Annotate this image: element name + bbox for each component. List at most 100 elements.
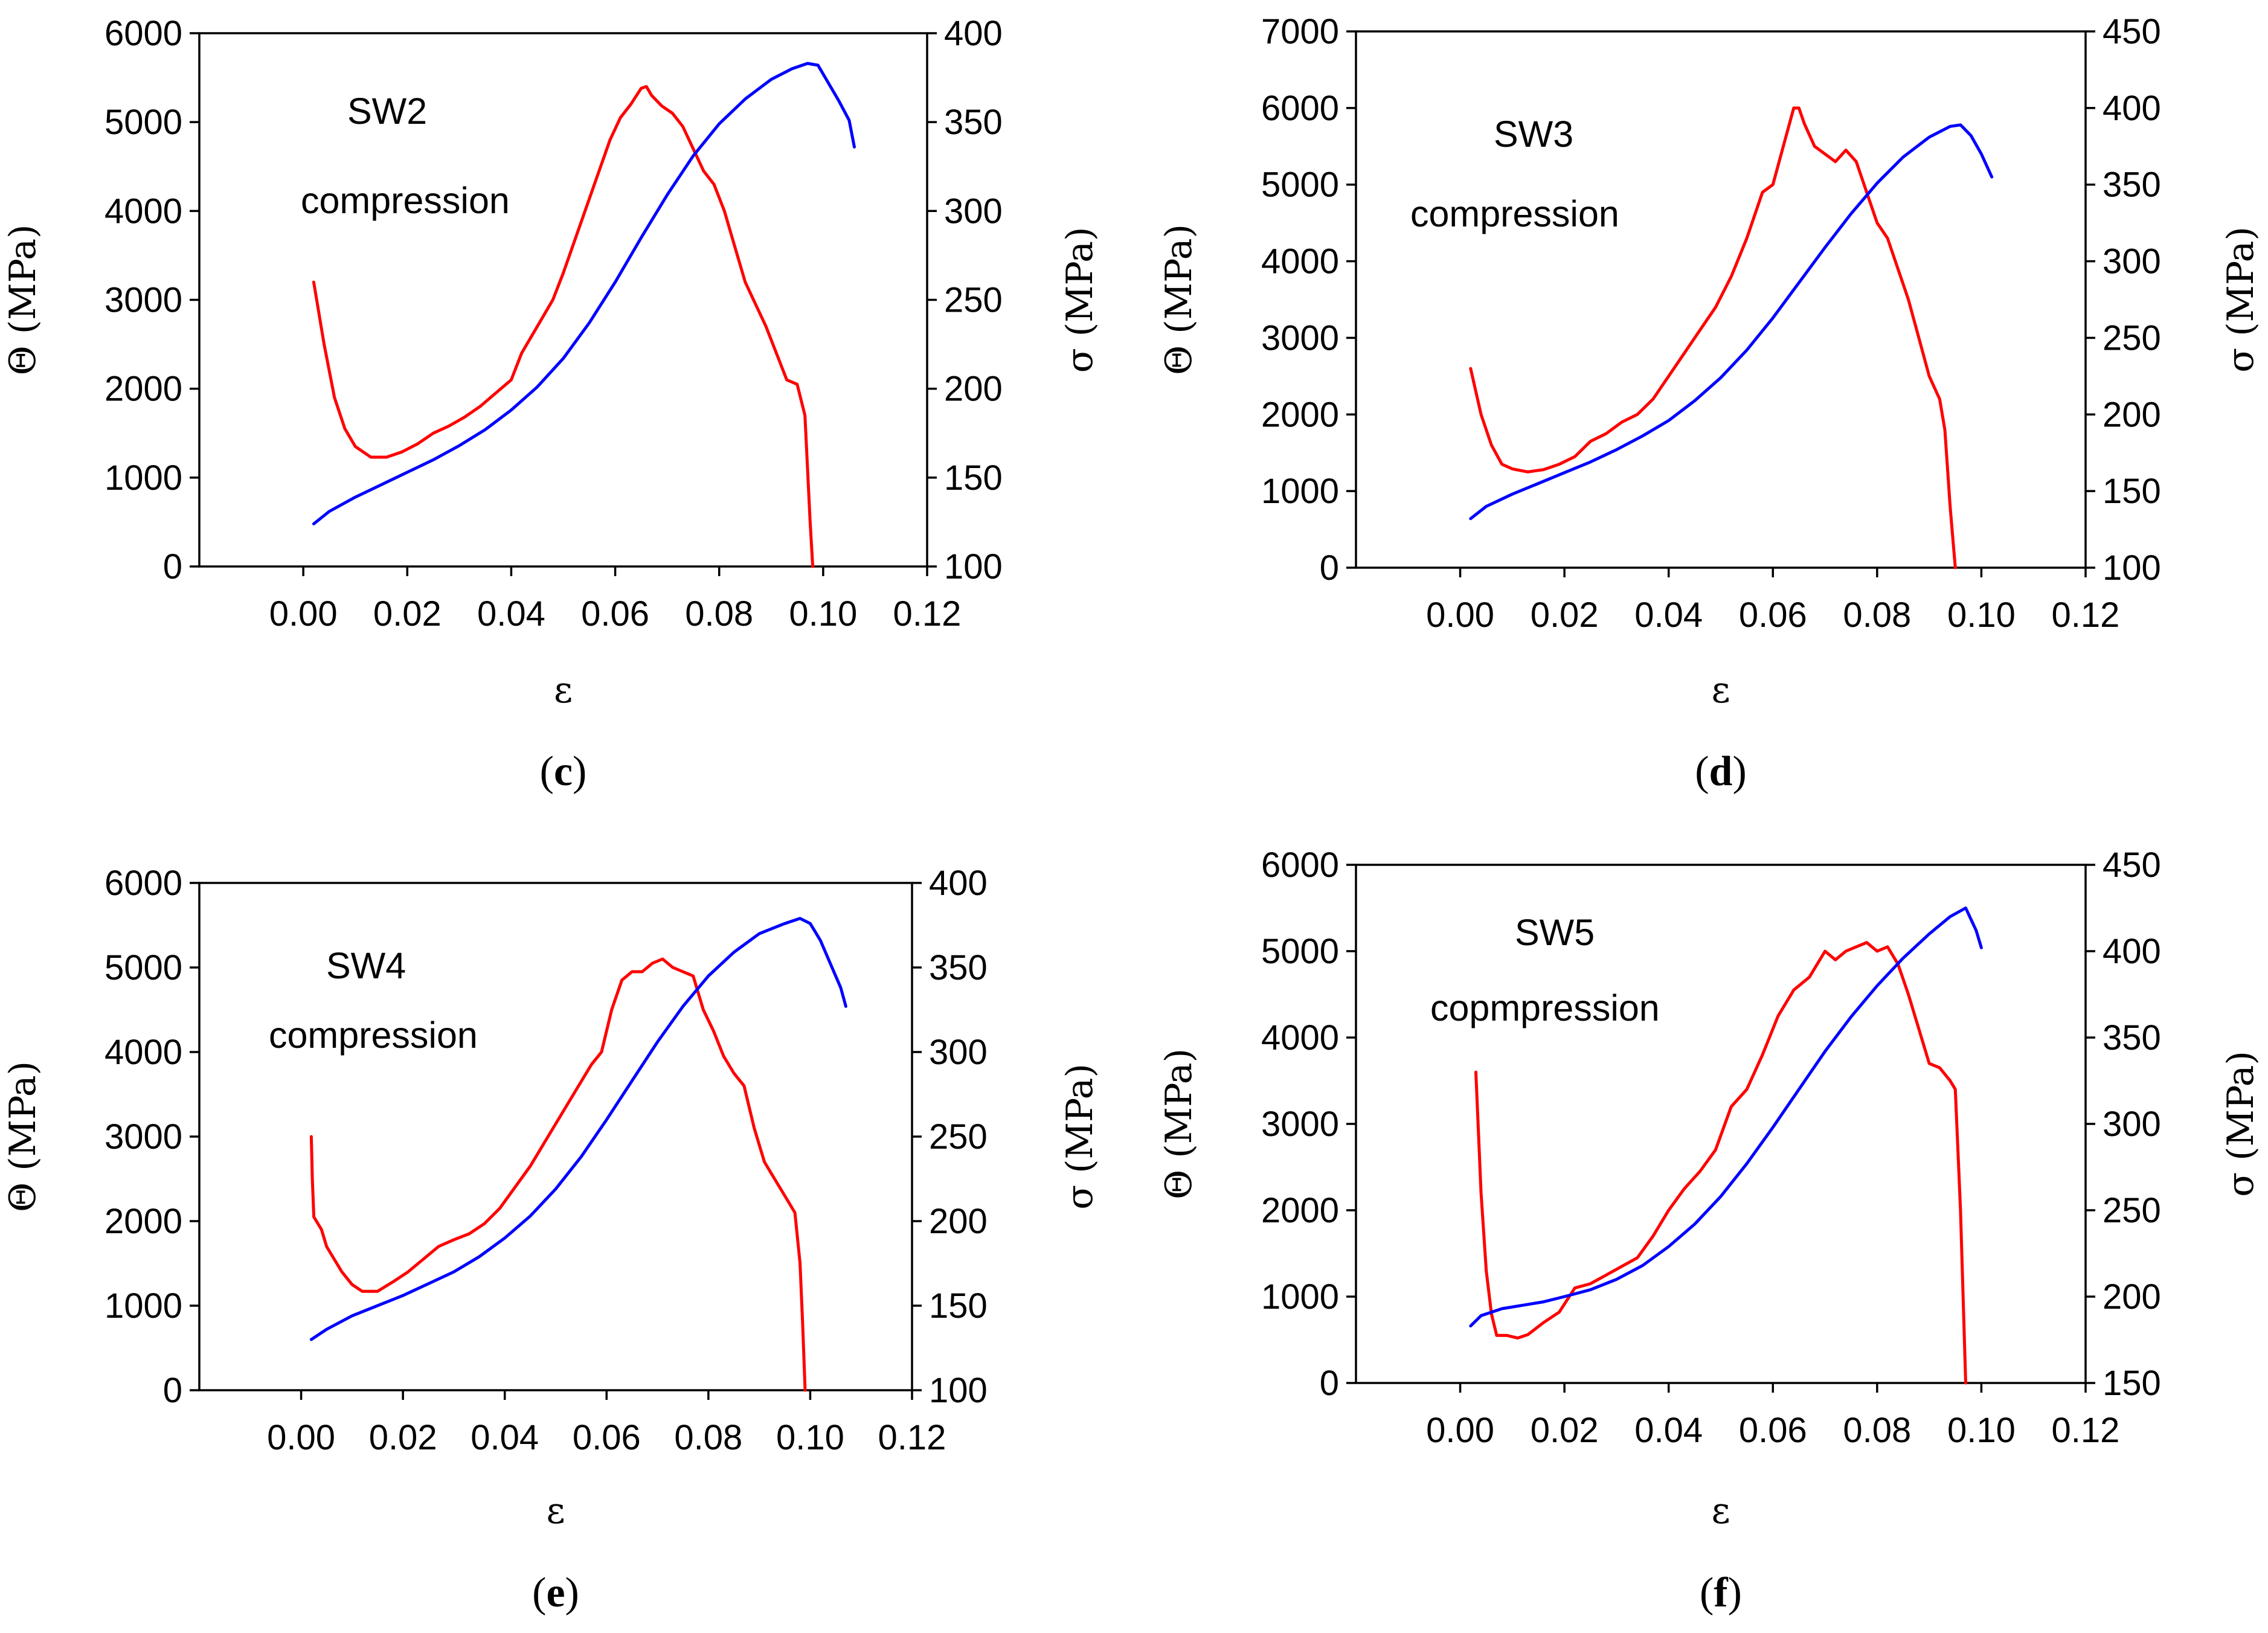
x-tick-label: 0.06 [573,1418,641,1457]
y-tick-label: 7000 [1261,12,1339,51]
y2-tick-label: 250 [2103,1191,2161,1230]
y-tick-label: 6000 [104,14,182,53]
x-tick-label: 0.08 [1843,1411,1911,1450]
panel-letter: c [554,748,573,795]
y-tick-label: 0 [1320,1364,1339,1403]
annotation-text: compression [1410,193,1619,234]
x-tick-label: 0.02 [373,594,442,634]
hardening-rate-curve-line [1469,106,1957,569]
hardening-rate-curve-line [312,85,815,568]
y-axis-label: Θ (MPa) [1158,224,1200,375]
y2-tick-label: 300 [2103,242,2161,281]
y-tick-label: 2000 [1261,1191,1339,1230]
y2-tick-label: 150 [929,1286,988,1326]
x-tick-label: 0.08 [674,1418,742,1457]
y2-axis-label: σ (MPa) [1059,1064,1101,1210]
y-tick-label: 3000 [1261,318,1339,358]
y2-tick-label: 350 [2103,165,2161,205]
y-tick-label: 2000 [104,370,182,409]
y2-axis-label: σ (MPa) [1059,227,1101,373]
y-tick-label: 4000 [104,1033,182,1072]
y2-tick-label: 250 [2103,318,2161,358]
x-tick-label: 0.10 [1947,595,2016,635]
y-tick-label: 4000 [104,191,182,231]
x-tick-label: 0.02 [1531,1411,1599,1450]
annotation-text: SW5 [1515,912,1595,953]
y2-tick-label: 300 [929,1033,988,1072]
y-tick-label: 6000 [1261,845,1339,885]
hardening-rate-curve-line [309,957,807,1392]
y2-tick-label: 300 [944,191,1003,231]
y2-tick-label: 100 [944,547,1003,586]
annotation-text: SW4 [326,945,406,986]
y-tick-label: 1000 [104,458,182,498]
y2-tick-label: 100 [2103,548,2161,588]
plot-frame [1355,30,2087,569]
x-tick-label: 0.12 [2052,595,2120,635]
y2-tick-label: 150 [2103,472,2161,511]
x-axis-label: ε [1711,669,1730,711]
y-axis-label: Θ (MPa) [2,225,44,376]
plot-frame [198,882,913,1391]
x-tick-label: 0.06 [1739,595,1807,635]
y-tick-label: 5000 [1261,165,1339,205]
y-tick-label: 3000 [104,1117,182,1157]
x-tick-label: 0.04 [1634,595,1703,635]
x-tick-label: 0.06 [1739,1411,1807,1450]
chart-panel-d: 0 1000 2000 3000 4000 5000 6000 7000 100 150 200 25… [1158,12,2262,795]
y-axis-label: Θ (MPa) [1158,1048,1200,1199]
y-tick-label: 0 [1320,548,1339,588]
x-axis-label: ε [554,669,573,711]
stress-curve-line [1469,123,1994,521]
y2-tick-label: 200 [929,1202,988,1241]
x-tick-label: 0.00 [1426,595,1494,635]
y-tick-label: 4000 [1261,242,1339,281]
y2-tick-label: 300 [2103,1105,2161,1144]
annotation-text: SW3 [1494,114,1573,155]
x-tick-label: 0.04 [1634,1411,1703,1450]
panel-label: (e) [532,1570,579,1616]
y2-tick-label: 200 [944,370,1003,409]
y-tick-label: 3000 [104,281,182,320]
y-tick-label: 4000 [1261,1018,1339,1057]
y2-tick-label: 200 [2103,1277,2161,1317]
y2-tick-label: 250 [944,281,1003,320]
y2-tick-label: 450 [2103,12,2161,51]
y2-tick-label: 400 [929,864,988,903]
annotation-text: copmpression [1430,987,1660,1028]
x-tick-label: 0.00 [269,594,338,634]
stress-curve-line [312,62,856,525]
y-axis-label: Θ (MPa) [2,1061,44,1212]
x-tick-label: 0.02 [1531,595,1599,635]
chart-panel-c: 0 1000 2000 3000 4000 5000 6000 100 150 200 250 300… [2,14,1101,795]
y-tick-label: 2000 [104,1202,182,1241]
x-axis-label: ε [546,1490,565,1532]
y-tick-label: 6000 [1261,89,1339,128]
x-tick-label: 0.02 [369,1418,437,1457]
chart-panel-f: 0 1000 2000 3000 4000 5000 6000 150 200 250 300 350… [1158,845,2262,1616]
y-tick-label: 6000 [104,864,182,903]
x-tick-label: 0.06 [581,594,649,634]
y2-tick-label: 100 [929,1371,988,1410]
annotation-text: compression [301,180,510,221]
panel-letter: e [546,1570,565,1616]
y2-axis-label: σ (MPa) [2220,1051,2262,1197]
x-tick-label: 0.10 [1947,1411,2016,1450]
y2-tick-label: 200 [2103,395,2161,434]
x-axis-label: ε [1711,1490,1730,1532]
y-tick-label: 2000 [1261,395,1339,434]
x-tick-label: 0.08 [685,594,753,634]
y-tick-label: 5000 [1261,932,1339,971]
y-tick-label: 0 [163,547,182,586]
y-tick-label: 5000 [104,103,182,142]
x-tick-label: 0.08 [1843,595,1911,635]
y2-tick-label: 350 [2103,1018,2161,1057]
panel-label: (f) [1700,1570,1742,1616]
y2-axis-label: σ (MPa) [2220,226,2262,373]
x-tick-label: 0.04 [471,1418,539,1457]
x-tick-label: 0.12 [2052,1411,2120,1450]
x-tick-label: 0.12 [878,1418,946,1457]
y2-tick-label: 250 [929,1117,988,1157]
x-tick-label: 0.00 [1426,1411,1494,1450]
